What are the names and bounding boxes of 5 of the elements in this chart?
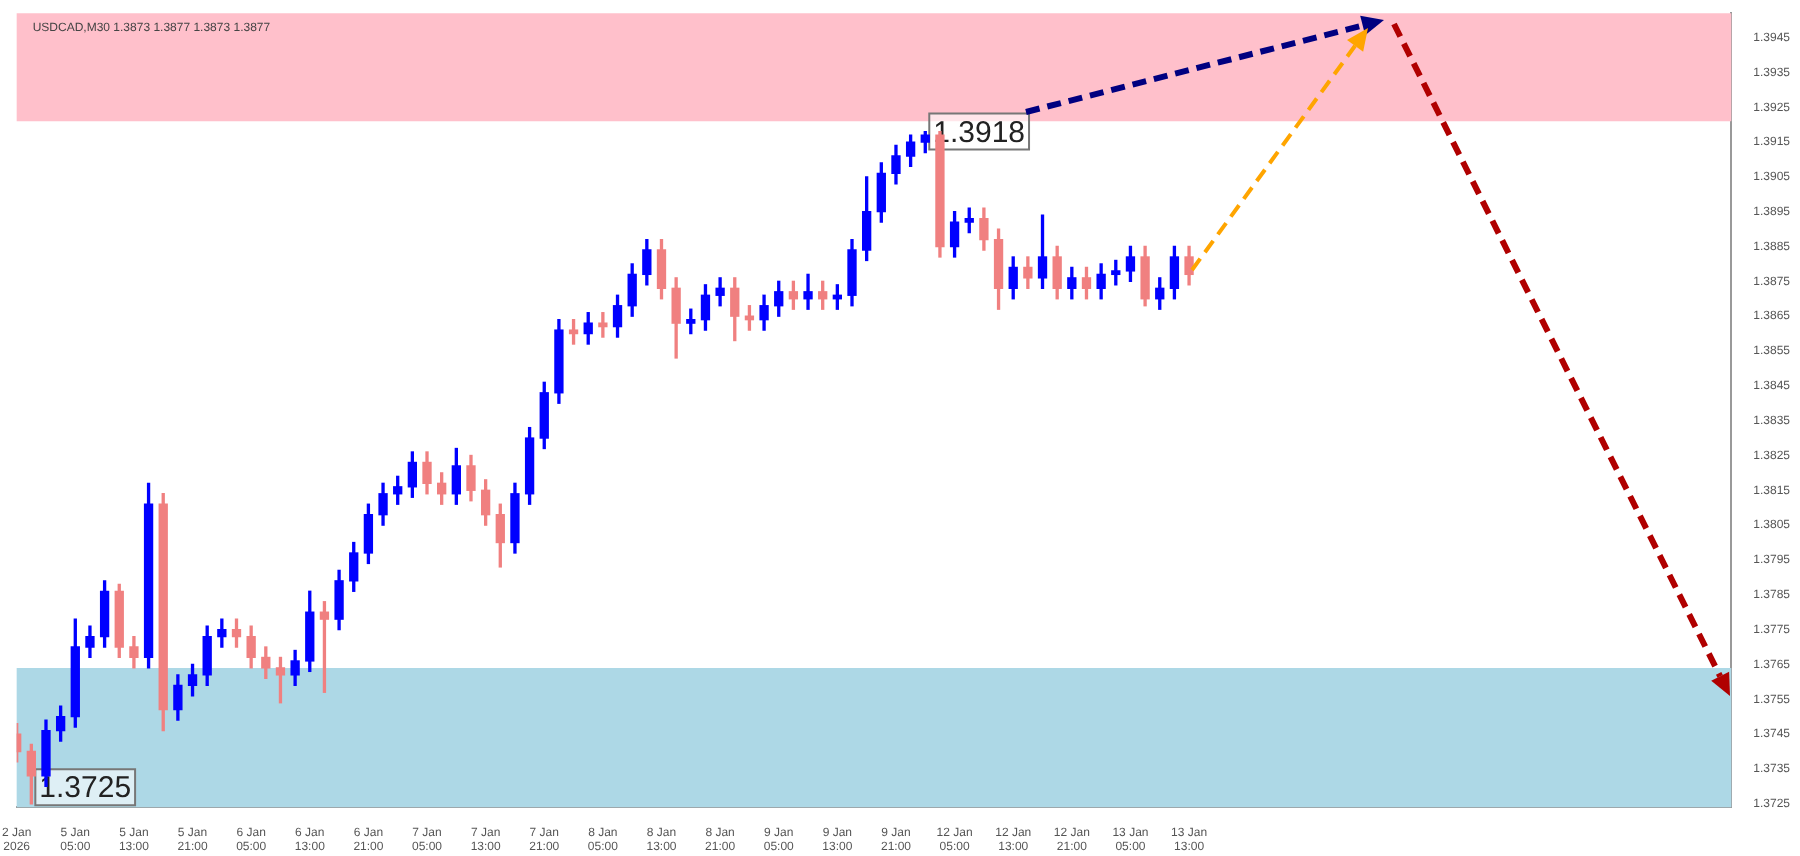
candlestick xyxy=(598,312,608,338)
annotation: 1.3918 xyxy=(933,115,1026,150)
candlestick xyxy=(217,618,227,648)
annotation: 1.3725 xyxy=(39,771,132,806)
candlestick xyxy=(803,273,813,310)
